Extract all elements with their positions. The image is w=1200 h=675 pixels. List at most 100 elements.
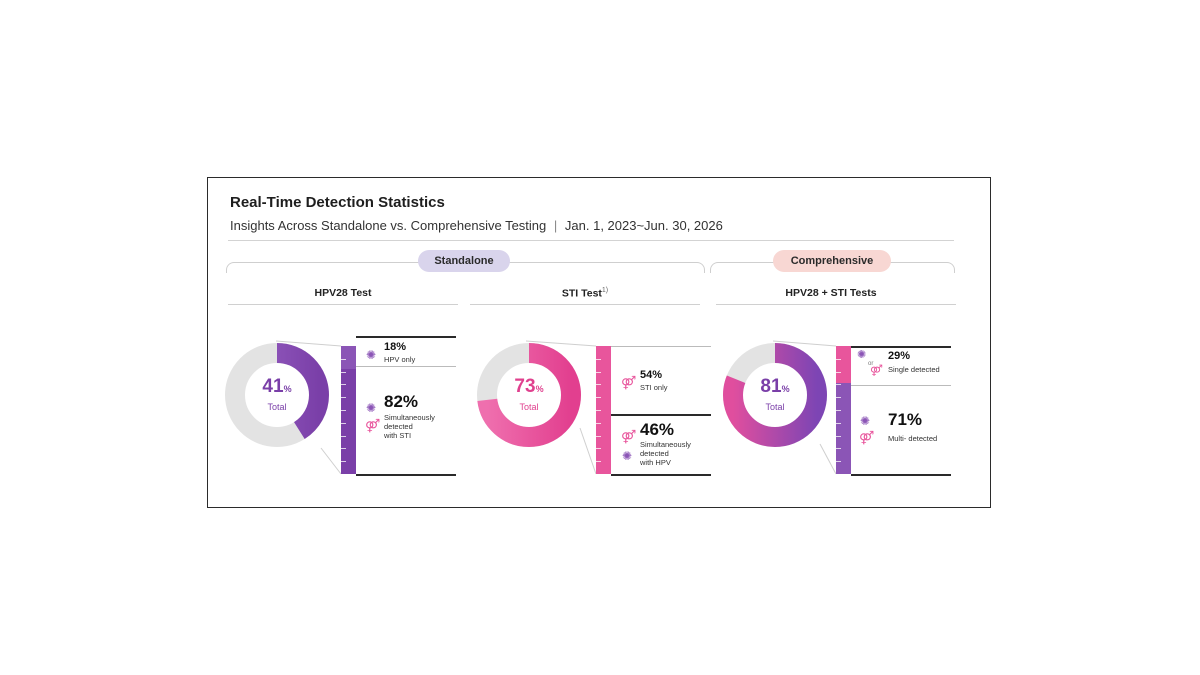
donut-unit: % (535, 384, 544, 394)
gender-symbol-icon: ⚤ (365, 418, 381, 433)
bar-tick (341, 435, 346, 437)
breakdown-value: 71% (888, 410, 923, 429)
connector-line (772, 340, 837, 347)
bar-tick (341, 384, 346, 386)
breakdown-label-line: detected (384, 422, 413, 431)
standalone-badge: Standalone (418, 250, 510, 272)
donut-total-label: Total (765, 402, 785, 412)
bar-tick (836, 422, 841, 424)
bar-tick (596, 384, 601, 386)
column-title-text: HPV28 Test (314, 287, 372, 299)
breakdown-rule (611, 414, 711, 416)
breakdown-rule (851, 346, 951, 348)
bar-tick (341, 410, 346, 411)
breakdown-value: 18% (384, 341, 407, 353)
bar-tick (836, 371, 841, 373)
subtitle-text: Insights Across Standalone vs. Comprehen… (230, 218, 547, 233)
column-rule (470, 304, 700, 305)
column-rule (716, 304, 956, 305)
breakdown-bar-hpv28 (341, 346, 356, 474)
connector-line (819, 443, 837, 475)
connector-line (525, 340, 597, 347)
donut-unit: % (781, 384, 790, 394)
breakdown-label-line: with STI (384, 431, 412, 440)
breakdown-rule (851, 385, 951, 386)
donut-chart-combined (723, 343, 827, 447)
breakdown-label-line: Simultaneously (640, 440, 691, 449)
column-title-sti: STI Test1) (470, 287, 700, 300)
breakdown-label: Multi- detected (888, 434, 938, 443)
bar-tick (596, 410, 601, 411)
or-text: or (868, 361, 874, 367)
bar-tick (596, 371, 601, 373)
breakdown-rule (851, 474, 951, 476)
donut-value: 81 (760, 376, 782, 397)
breakdown-label: STI only (640, 383, 668, 392)
gender-symbol-icon: ⚤ (621, 375, 637, 390)
breakdown-bar-segment (836, 346, 851, 384)
donut-value: 41 (262, 376, 284, 397)
breakdown-label: Single detected (888, 365, 940, 374)
donut-total-value: 73% (494, 376, 564, 398)
bar-tick (596, 435, 601, 437)
donut-unit: % (283, 384, 292, 394)
date-range: Jan. 1, 2023~Jun. 30, 2026 (564, 218, 723, 233)
comprehensive-badge: Comprehensive (773, 250, 891, 272)
connector-line (579, 427, 597, 475)
column-title-combined: HPV28 + STI Tests (716, 287, 946, 299)
bar-tick (836, 358, 841, 360)
bar-tick (596, 358, 601, 360)
virus-icon: ✺ (366, 348, 377, 362)
donut-total-slice (723, 343, 827, 447)
virus-icon: ✺ (622, 449, 633, 463)
breakdown-bar-sti (596, 346, 611, 474)
breakdown-value: 29% (888, 350, 911, 362)
gender-symbol-icon: ⚤ (621, 429, 637, 444)
bar-tick (596, 422, 601, 424)
bar-tick (836, 448, 841, 450)
breakdown-label: HPV only (384, 355, 416, 364)
bar-tick (836, 435, 841, 437)
bar-tick (341, 461, 346, 463)
breakdown-rule (611, 474, 711, 476)
virus-icon: ✺ (366, 401, 377, 415)
bar-tick (596, 461, 601, 463)
bar-tick (836, 410, 841, 411)
breakdown-label-line: with HPV (640, 458, 671, 467)
breakdown-bar-segment (836, 383, 851, 474)
breakdown-bar-segment (341, 369, 356, 474)
bar-tick (341, 358, 346, 360)
connector-line (275, 340, 342, 347)
bar-tick (836, 461, 841, 463)
donut-total-value: 81% (740, 376, 810, 398)
detection-stats-card: Real-Time Detection Statistics Insights … (207, 177, 991, 508)
column-title-hpv28: HPV28 Test (228, 287, 458, 299)
bar-tick (341, 397, 346, 399)
column-title-text: HPV28 + STI Tests (785, 287, 877, 299)
bar-tick (596, 397, 601, 399)
donut-total-slice (477, 343, 581, 447)
column-rule (228, 304, 458, 305)
gender-symbol-icon: ⚤ (859, 430, 875, 445)
column-title-text: STI Test (561, 287, 602, 300)
breakdown-rule (356, 336, 456, 338)
gender-symbol-icon: ⚤ (870, 365, 883, 377)
breakdown-bar-segment (596, 346, 611, 416)
donut-chart-hpv28 (225, 343, 329, 447)
breakdown-bar-combined (836, 346, 851, 474)
bar-tick (596, 448, 601, 450)
breakdown-rule (611, 346, 711, 347)
breakdown-bar-segment (341, 346, 356, 370)
page-title: Real-Time Detection Statistics (230, 194, 445, 211)
breakdown-value: 54% (640, 369, 663, 381)
virus-icon: ✺ (860, 414, 871, 428)
connector-lines (275, 340, 837, 475)
breakdown-rule (356, 366, 456, 367)
bar-tick (836, 397, 841, 399)
page-subtitle: Insights Across Standalone vs. Comprehen… (230, 218, 723, 233)
breakdown-label-line: detected (640, 449, 669, 458)
bar-tick (836, 384, 841, 386)
bar-tick (341, 448, 346, 450)
donut-total-label: Total (267, 402, 287, 412)
donut-total-value: 41% (242, 376, 312, 398)
